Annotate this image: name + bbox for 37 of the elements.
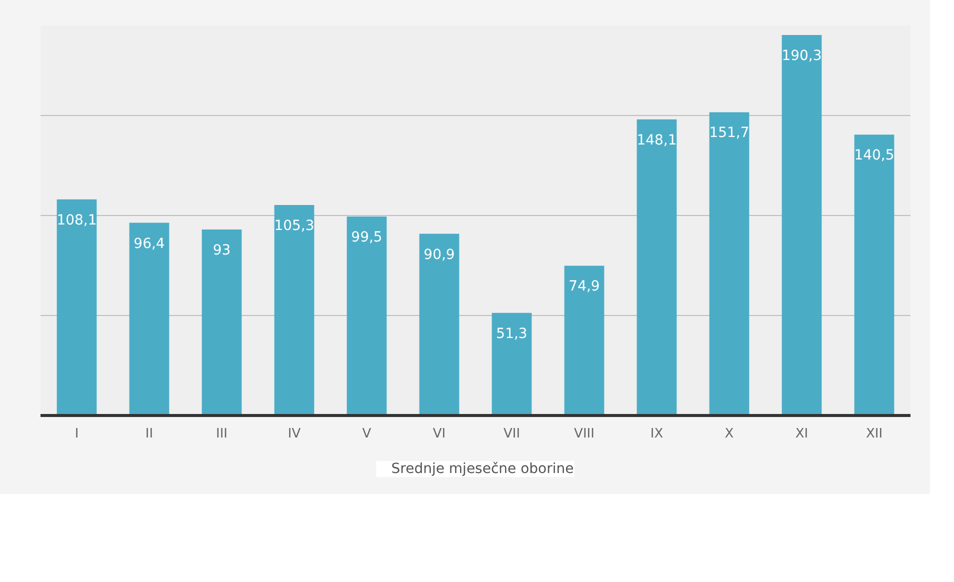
- x-tick-label: V: [362, 426, 372, 442]
- x-tick-label: VIII: [574, 426, 594, 442]
- bar: [636, 119, 677, 416]
- bar: [202, 230, 242, 416]
- data-label: 90,9: [424, 246, 455, 263]
- bar: [709, 112, 750, 416]
- x-tick-label: III: [216, 426, 228, 442]
- bar: [782, 35, 822, 416]
- text: Srednje mjesečne oborine: [391, 461, 574, 477]
- x-tick-label: IV: [288, 426, 301, 442]
- data-label: 99,5: [351, 230, 382, 246]
- bar: [564, 266, 604, 416]
- data-label: 190,3: [782, 48, 822, 64]
- data-label: 93: [212, 242, 231, 259]
- bar: [419, 234, 460, 416]
- x-tick-label: XII: [866, 426, 883, 442]
- x-tick-label: VII: [503, 426, 520, 442]
- bar: [492, 312, 532, 416]
- bar: [56, 199, 97, 416]
- data-label: 140,5: [854, 148, 894, 164]
- data-label: 151,7: [709, 125, 750, 142]
- data-label: 108,1: [56, 212, 97, 228]
- bar: [274, 204, 314, 416]
- x-tick-label: II: [145, 426, 154, 442]
- x-tick-label: IX: [650, 426, 664, 442]
- bar: [346, 216, 387, 416]
- data-label: 148,1: [636, 132, 677, 148]
- x-tick-label: X: [724, 426, 734, 442]
- x-tick-label: VI: [432, 426, 446, 442]
- bar: [854, 134, 894, 416]
- data-label: 74,9: [568, 278, 600, 295]
- bar: [129, 222, 170, 416]
- data-label: 96,4: [134, 236, 165, 252]
- data-label: 51,3: [496, 326, 528, 342]
- data-label: 105,3: [274, 218, 314, 234]
- x-tick-label: I: [74, 426, 79, 442]
- x-tick-label: XI: [795, 426, 808, 442]
